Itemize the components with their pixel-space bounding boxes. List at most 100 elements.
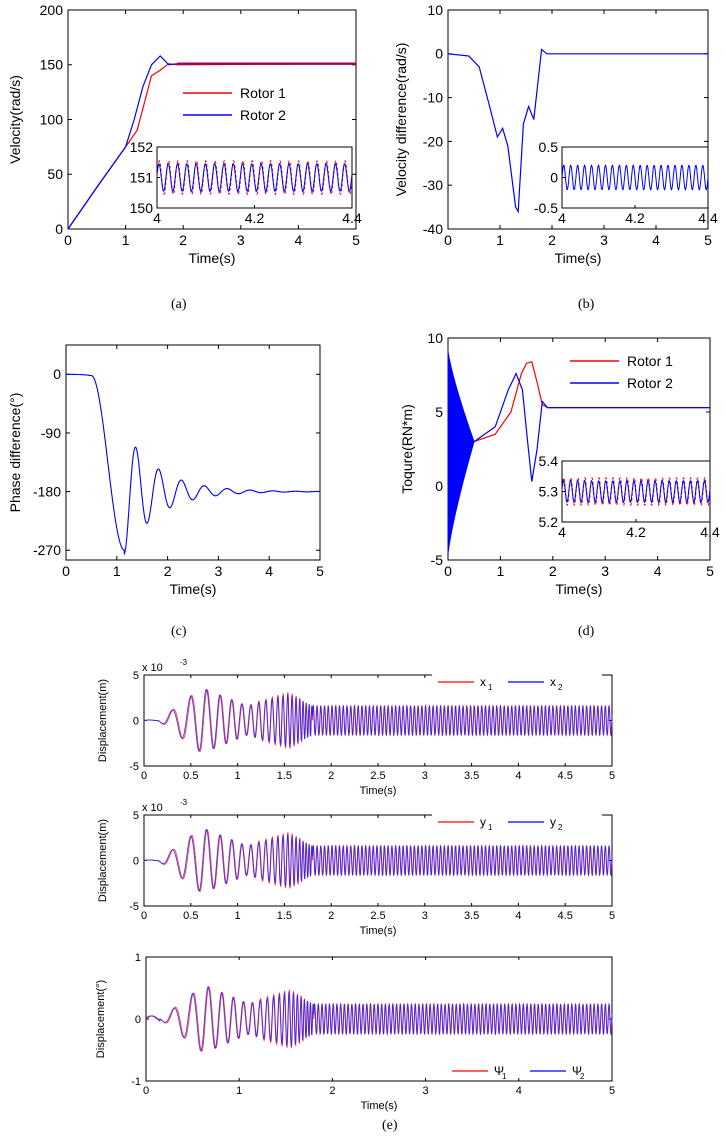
x-tick-label: 4 — [295, 232, 303, 248]
caption-b: (b) — [578, 297, 595, 312]
y-tick-label: 150 — [40, 57, 64, 73]
x-tick-label: 1 — [122, 232, 130, 248]
inset-x-tick-label: 4.2 — [626, 524, 646, 540]
caption-a: (a) — [171, 297, 187, 312]
chart-c: 0 1 2 3 4 5 0 -90 -180 -270 Time(s) Phase differenc… — [7, 344, 324, 597]
x-tick-label: 3 — [601, 563, 609, 579]
y-axis-label: Velocity difference(rad/s) — [393, 43, 409, 197]
inset-x-tick-label: 4 — [558, 210, 566, 226]
x-tick-label: 2 — [328, 910, 334, 922]
inset-x-tick-label: 4 — [558, 524, 566, 540]
legend-sub-2: 2 — [558, 683, 563, 692]
series-psi2 — [145, 986, 613, 1052]
y-tick-label: -5 — [431, 552, 444, 568]
exponent-base: x 10 — [142, 802, 163, 814]
series-velocity-difference — [447, 48, 708, 214]
y-tick-label: 0 — [135, 1014, 141, 1026]
transient-oscillation — [447, 349, 475, 554]
inset-x-tick-label: 4.4 — [698, 210, 718, 226]
inset-y-tick-label: 5.3 — [539, 483, 559, 499]
plot-area — [65, 344, 321, 561]
inset-d: 4 4.2 4.4 5.2 5.3 5.4 — [539, 453, 720, 540]
y-tick-label: 5 — [435, 404, 443, 420]
legend-sub-2: 2 — [580, 1072, 585, 1081]
x-tick-label: 3 — [237, 232, 245, 248]
legend-label-2: Rotor 2 — [240, 107, 286, 123]
x-tick-label: 5 — [352, 232, 360, 248]
legend-sub-2: 2 — [558, 823, 563, 832]
plot-area — [447, 337, 711, 561]
series-x2 — [144, 689, 613, 752]
series-rotor-1 — [474, 360, 710, 443]
x-tick-label: 2 — [328, 770, 334, 782]
legend-label-2: y — [550, 815, 556, 829]
legend-label-1: Ψ — [494, 1064, 504, 1078]
x-axis-label: Time(s) — [556, 581, 603, 597]
legend-label-2: x — [550, 675, 556, 689]
x-tick-label: 0 — [141, 910, 147, 922]
inset-x-tick-label: 4.2 — [245, 210, 265, 226]
y-tick-label: -180 — [33, 483, 61, 499]
exponent-label: x 10 -3 — [142, 658, 188, 674]
x-tick-label: 4 — [515, 770, 521, 782]
x-axis-label: Time(s) — [360, 925, 397, 937]
x-tick-label: 0.5 — [183, 910, 198, 922]
x-tick-label: 5 — [704, 232, 712, 248]
y-tick-label: 10 — [427, 2, 443, 18]
y-axis-label: Phase difference(°) — [7, 393, 23, 513]
y-tick-label: -5 — [129, 901, 139, 913]
x-tick-label: 3 — [423, 1085, 429, 1097]
legend: Ψ1 Ψ2 — [446, 1061, 606, 1081]
legend-label-1: Rotor 1 — [627, 353, 673, 369]
inset-y-tick-label: 150 — [130, 200, 154, 216]
inset-y-tick-label: 5.2 — [539, 514, 559, 530]
x-tick-label: 1 — [496, 232, 504, 248]
x-tick-label: 4 — [516, 1085, 522, 1097]
y-tick-label: 5 — [133, 810, 139, 822]
x-tick-label: 4 — [515, 910, 521, 922]
inset-y-tick-label: 152 — [130, 139, 154, 155]
x-tick-label: 3 — [215, 563, 223, 579]
y-tick-label: -90 — [41, 425, 61, 441]
x-tick-label: 4.5 — [558, 910, 573, 922]
legend-sub-1: 1 — [488, 823, 493, 832]
inset-x-tick-label: 4.4 — [342, 210, 362, 226]
x-tick-label: 5 — [316, 563, 324, 579]
y-tick-label: -5 — [129, 761, 139, 773]
y-tick-label: -40 — [423, 221, 443, 237]
x-tick-label: 1 — [236, 1085, 242, 1097]
chart-a: 0 1 2 3 4 5050100150200Time(s)Velocity(rad/s)… — [7, 2, 362, 266]
x-tick-label: 2 — [179, 232, 187, 248]
inset-y-tick-label: 0.5 — [539, 139, 559, 155]
caption-d: (d) — [578, 624, 595, 639]
inset-series-2 — [156, 162, 353, 193]
exponent-base: x 10 — [142, 662, 163, 674]
x-tick-label: 3.5 — [464, 770, 479, 782]
x-tick-label: 1 — [113, 563, 121, 579]
y-axis-label: Velocity(rad/s) — [7, 75, 23, 164]
x-tick-label: 2 — [549, 563, 557, 579]
y-axis-label: Displacement(°) — [95, 980, 107, 1058]
legend-background — [432, 672, 602, 688]
x-tick-label: 2 — [548, 232, 556, 248]
inset-y-tick-label: 151 — [130, 169, 154, 185]
inset-series-1 — [561, 164, 709, 191]
x-tick-label: 4.5 — [558, 770, 573, 782]
exponent-power: -3 — [180, 658, 188, 667]
series-transient — [447, 349, 475, 554]
y-tick-label: -1 — [131, 1076, 141, 1088]
x-tick-label: 0 — [444, 563, 452, 579]
x-tick-label: 5 — [609, 910, 615, 922]
x-tick-label: 0.5 — [183, 770, 198, 782]
y-tick-label: -270 — [33, 542, 61, 558]
legend: Rotor 1 Rotor 2 — [570, 353, 673, 391]
chart-b: 0 1 2 3 4 5 -40 -30 -20 -10 0 10 Time(s) Velocity dif… — [393, 2, 718, 266]
y-tick-label: 200 — [40, 2, 64, 18]
y-tick-label: 50 — [47, 166, 63, 182]
x-tick-label: 0 — [62, 563, 70, 579]
x-axis-label: Time(s) — [189, 250, 236, 266]
y-axis-label: Displacement(m) — [97, 679, 109, 762]
x-tick-label: 4 — [654, 563, 662, 579]
